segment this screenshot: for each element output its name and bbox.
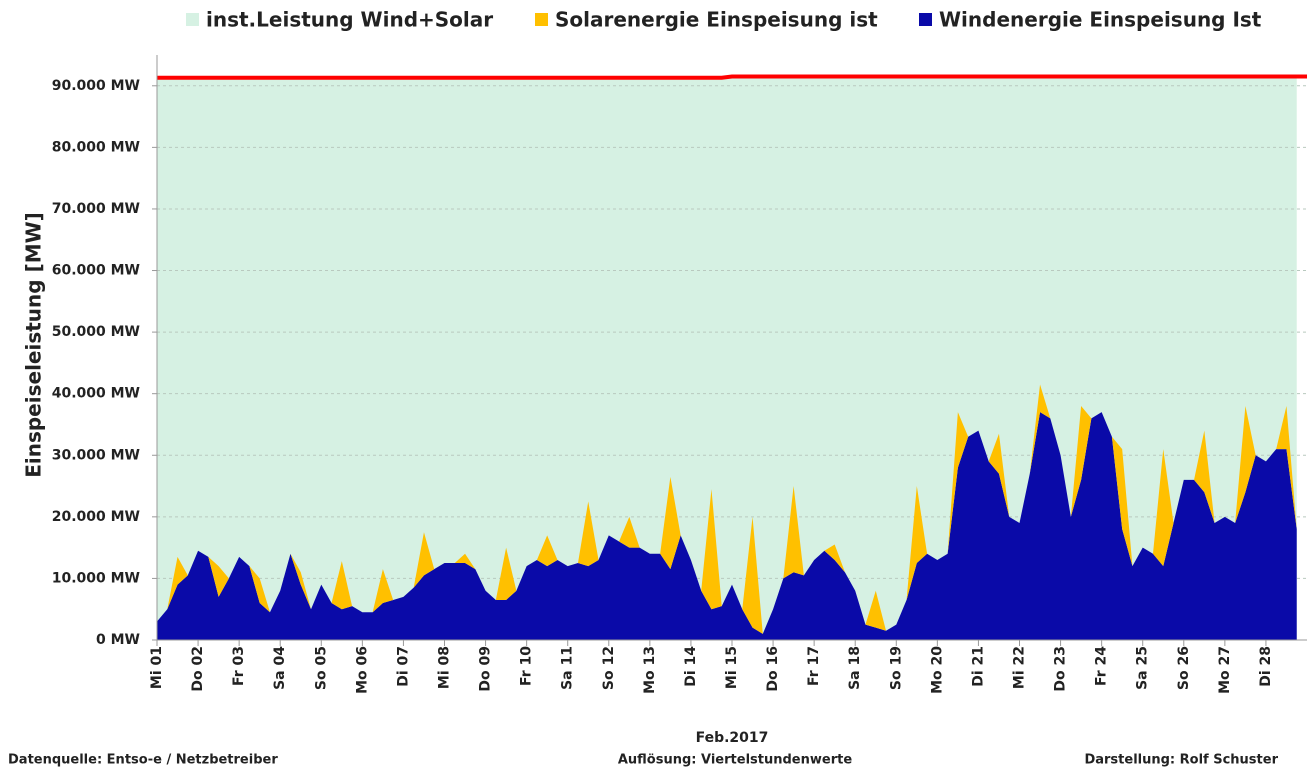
x-tick-label: Do 02 xyxy=(190,646,206,692)
y-tick-label: 70.000 MW xyxy=(52,201,140,217)
series-area xyxy=(157,412,1297,640)
capacity-line xyxy=(157,74,1307,80)
y-tick-label: 60.000 MW xyxy=(52,263,140,279)
x-tick-label: Fr 24 xyxy=(1094,646,1110,686)
x-axis-label: Feb.2017 xyxy=(696,730,769,746)
x-tick-label: Do 09 xyxy=(478,646,494,692)
source-note: Datenquelle: Entso-e / Netzbetreiber xyxy=(8,753,278,768)
x-tick-label: Fr 03 xyxy=(231,646,247,686)
y-tick-label: 90.000 MW xyxy=(52,78,140,94)
x-tick-label: So 05 xyxy=(313,646,329,690)
x-tick-label: Fr 10 xyxy=(519,646,535,686)
x-tick-label: Mo 20 xyxy=(929,646,945,694)
plot-area xyxy=(157,74,1307,641)
y-tick-label: 10.000 MW xyxy=(52,570,140,586)
author-note: Darstellung: Rolf Schuster xyxy=(1084,753,1278,768)
legend-label: Windenergie Einspeisung Ist xyxy=(939,8,1262,32)
x-tick-label: So 12 xyxy=(601,646,617,690)
x-tick-label: So 19 xyxy=(888,646,904,690)
legend-swatch xyxy=(186,13,199,26)
x-tick-label: Mo 13 xyxy=(642,646,658,694)
y-axis-label: Einspeiseleistung [MW] xyxy=(22,212,46,478)
x-tick-label: Mo 27 xyxy=(1217,646,1233,694)
legend-swatch xyxy=(535,13,548,26)
resolution-note: Auflösung: Viertelstundenwerte xyxy=(618,753,852,768)
x-tick-label: Mi 15 xyxy=(724,646,740,689)
x-tick-label: Di 21 xyxy=(970,646,986,687)
x-tick-label: Sa 25 xyxy=(1135,646,1151,690)
x-tick-label: Sa 04 xyxy=(272,646,288,690)
x-tick-label: Do 16 xyxy=(765,646,781,692)
x-tick-label: Di 07 xyxy=(395,646,411,687)
x-tick-label: Di 14 xyxy=(683,646,699,687)
x-tick-label: Mo 06 xyxy=(354,646,370,694)
legend-label: inst.Leistung Wind+Solar xyxy=(206,8,493,32)
capacity-area xyxy=(157,76,1297,641)
y-tick-label: 80.000 MW xyxy=(52,139,140,155)
x-tick-label: Sa 18 xyxy=(847,646,863,690)
x-tick-label: Mi 22 xyxy=(1012,646,1028,689)
x-tick-label: Fr 17 xyxy=(806,646,822,686)
x-tick-label: Di 28 xyxy=(1258,646,1274,687)
x-tick-label: Mi 01 xyxy=(149,646,165,689)
legend-label: Solarenergie Einspeisung ist xyxy=(555,8,878,32)
y-tick-label: 30.000 MW xyxy=(52,447,140,463)
x-tick-label: Mi 08 xyxy=(437,646,453,689)
y-tick-label: 40.000 MW xyxy=(52,386,140,402)
x-tick-label: Sa 11 xyxy=(560,646,576,690)
y-tick-label: 50.000 MW xyxy=(52,324,140,340)
y-tick-label: 0 MW xyxy=(96,632,140,648)
y-tick-label: 20.000 MW xyxy=(52,509,140,525)
x-tick-label: So 26 xyxy=(1176,646,1192,690)
x-tick-label: Do 23 xyxy=(1053,646,1069,692)
legend-swatch xyxy=(919,13,932,26)
